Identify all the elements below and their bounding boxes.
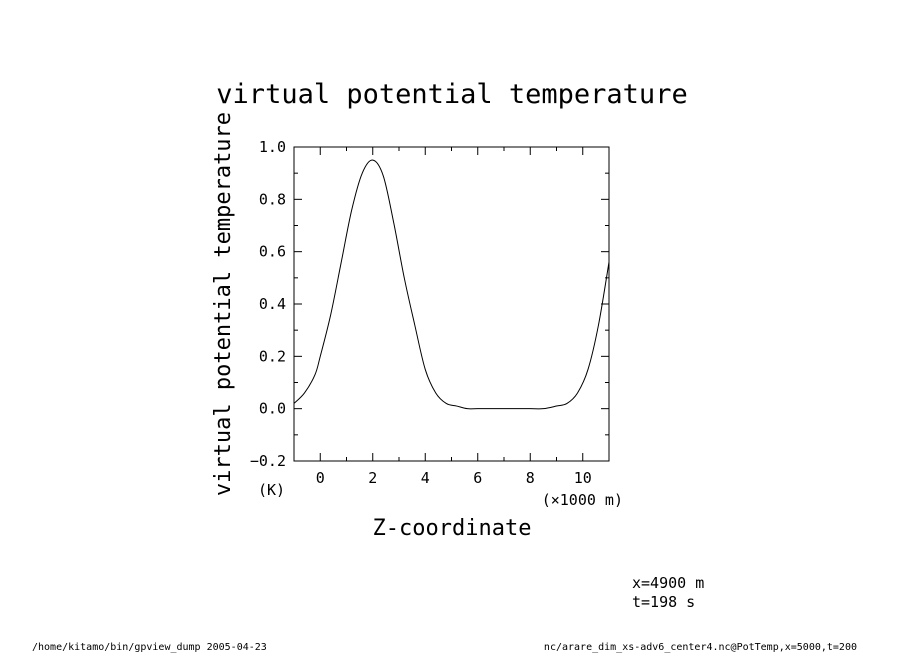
x-tick-label: 4 [421, 469, 430, 487]
info-t: t=198 s [632, 593, 695, 611]
x-axis-label: Z-coordinate [373, 516, 532, 541]
series-layer [293, 159, 610, 410]
x-tick-label: 2 [368, 469, 377, 487]
y-tick-label: −0.2 [250, 452, 286, 470]
x-unit-label: (×1000 m) [542, 491, 623, 509]
info-x: x=4900 m [632, 574, 704, 592]
x-tick-label: 0 [316, 469, 325, 487]
y-unit-label: (K) [258, 481, 285, 499]
y-tick-label: 0.0 [259, 400, 286, 418]
x-tick-label: 10 [574, 469, 592, 487]
y-tick-label: 1.0 [259, 138, 286, 156]
y-tick-label: 0.2 [259, 347, 286, 365]
y-tick-label: 0.8 [259, 190, 286, 208]
chart-title: virtual potential temperature [216, 79, 687, 110]
y-axis-label: virtual potential temperature [211, 112, 236, 496]
y-tick-label: 0.4 [259, 295, 286, 313]
footer-left: /home/kitamo/bin/gpview_dump 2005-04-23 [32, 642, 267, 653]
y-tick-label: 0.6 [259, 243, 286, 261]
footer-right: nc/arare_dim_xs-adv6_center4.nc@PotTemp,… [544, 642, 857, 653]
x-tick-label: 6 [473, 469, 482, 487]
plot-frame [293, 146, 610, 462]
series-line [293, 159, 610, 410]
x-tick-label: 8 [526, 469, 535, 487]
axes-layer: 0 2 4 6 8 10 1.0 0.8 0.6 0.4 0.2 0.0 −0.2 [250, 138, 610, 487]
